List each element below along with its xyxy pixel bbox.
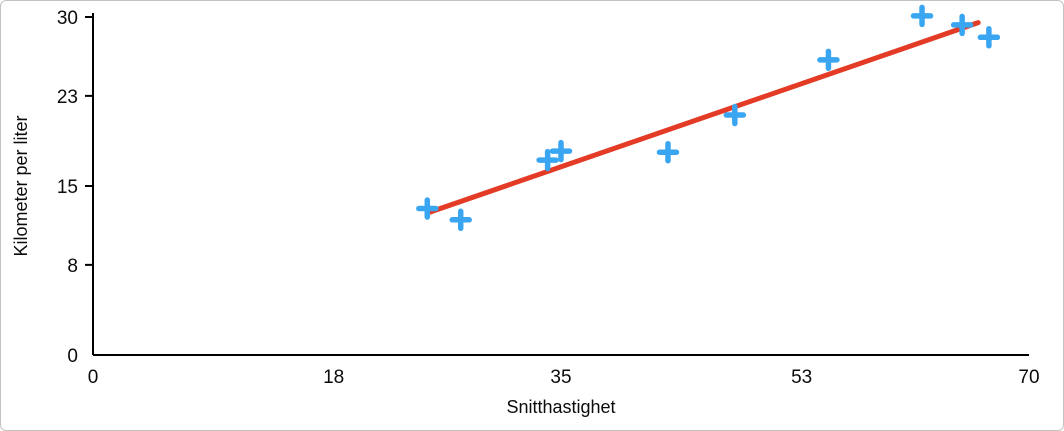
data-point-plus-marker	[416, 197, 439, 220]
data-point-plus-marker	[536, 148, 559, 172]
x-tick-label: 53	[791, 367, 812, 388]
y-tick-label: 8	[67, 256, 78, 277]
data-point-plus-marker	[549, 139, 573, 163]
data-point-plus-marker	[817, 48, 840, 72]
y-tick-label: 30	[57, 8, 78, 29]
y-axis-title: Kilometer per liter	[11, 115, 31, 256]
y-tick-label: 15	[57, 177, 78, 198]
data-point-plus-marker	[449, 208, 472, 232]
data-point-plus-marker	[656, 140, 680, 164]
x-tick-label: 35	[550, 367, 571, 388]
x-tick-label: 0	[88, 367, 99, 388]
x-tick-label: 70	[1018, 367, 1039, 388]
x-tick-label: 18	[323, 367, 344, 388]
y-tick-label: 23	[57, 87, 78, 108]
trendline	[424, 20, 981, 216]
data-point-plus-marker	[950, 13, 974, 37]
data-point-plus-marker	[910, 4, 934, 28]
data-point-plus-marker	[723, 103, 747, 127]
y-tick-label: 0	[67, 346, 78, 367]
data-point-plus-marker	[977, 26, 1001, 49]
x-axis-title: Snitthastighet	[506, 397, 615, 417]
